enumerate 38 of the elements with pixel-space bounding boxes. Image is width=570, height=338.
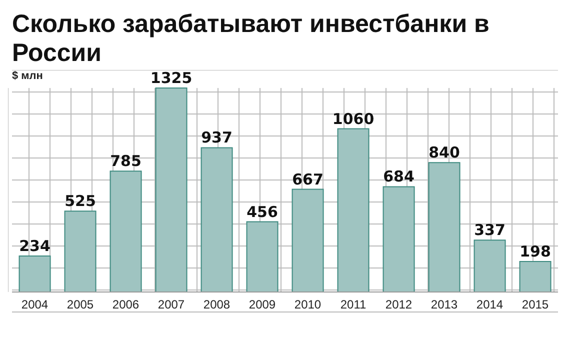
chart-title: Сколько зарабатывают инвестбанки в России: [11, 9, 490, 69]
data-label: 667: [292, 170, 324, 188]
bar: [382, 186, 415, 292]
data-label: 1325: [150, 69, 192, 87]
bar: [155, 88, 188, 292]
y-axis-title: $ млн: [12, 70, 43, 82]
x-tick-label: 2010: [294, 298, 322, 312]
data-label: 785: [110, 152, 142, 170]
data-label: 525: [64, 192, 96, 210]
x-tick-label: 2012: [385, 298, 412, 312]
data-label: 684: [383, 168, 414, 186]
bar: [200, 147, 233, 292]
data-label: 337: [474, 221, 506, 240]
bar: [292, 188, 324, 292]
x-tick-label: 2004: [21, 298, 48, 312]
bar: [18, 255, 51, 292]
data-label: 840: [428, 144, 460, 162]
x-tick-label: 2014: [476, 298, 504, 312]
data-label: 456: [246, 202, 278, 221]
bar: [64, 210, 96, 292]
bar: [110, 170, 142, 292]
bar: [337, 128, 370, 292]
data-label: 1060: [332, 110, 374, 128]
bar: [519, 261, 552, 292]
data-label: 198: [520, 242, 551, 261]
bar: [474, 240, 506, 292]
x-tick-label: 2005: [66, 298, 94, 312]
x-tick-label: 2009: [248, 298, 276, 312]
x-tick-label: 2007: [158, 298, 185, 312]
data-label: 937: [201, 128, 232, 147]
x-tick-label: 2011: [340, 298, 366, 312]
bar: [246, 221, 278, 292]
x-tick-label: 2013: [430, 298, 458, 312]
x-tick-label: 2008: [203, 298, 230, 312]
x-tick-label: 2015: [522, 298, 549, 312]
data-label: 234: [19, 236, 50, 255]
x-tick-label: 2006: [112, 298, 140, 312]
bar: [428, 162, 460, 292]
